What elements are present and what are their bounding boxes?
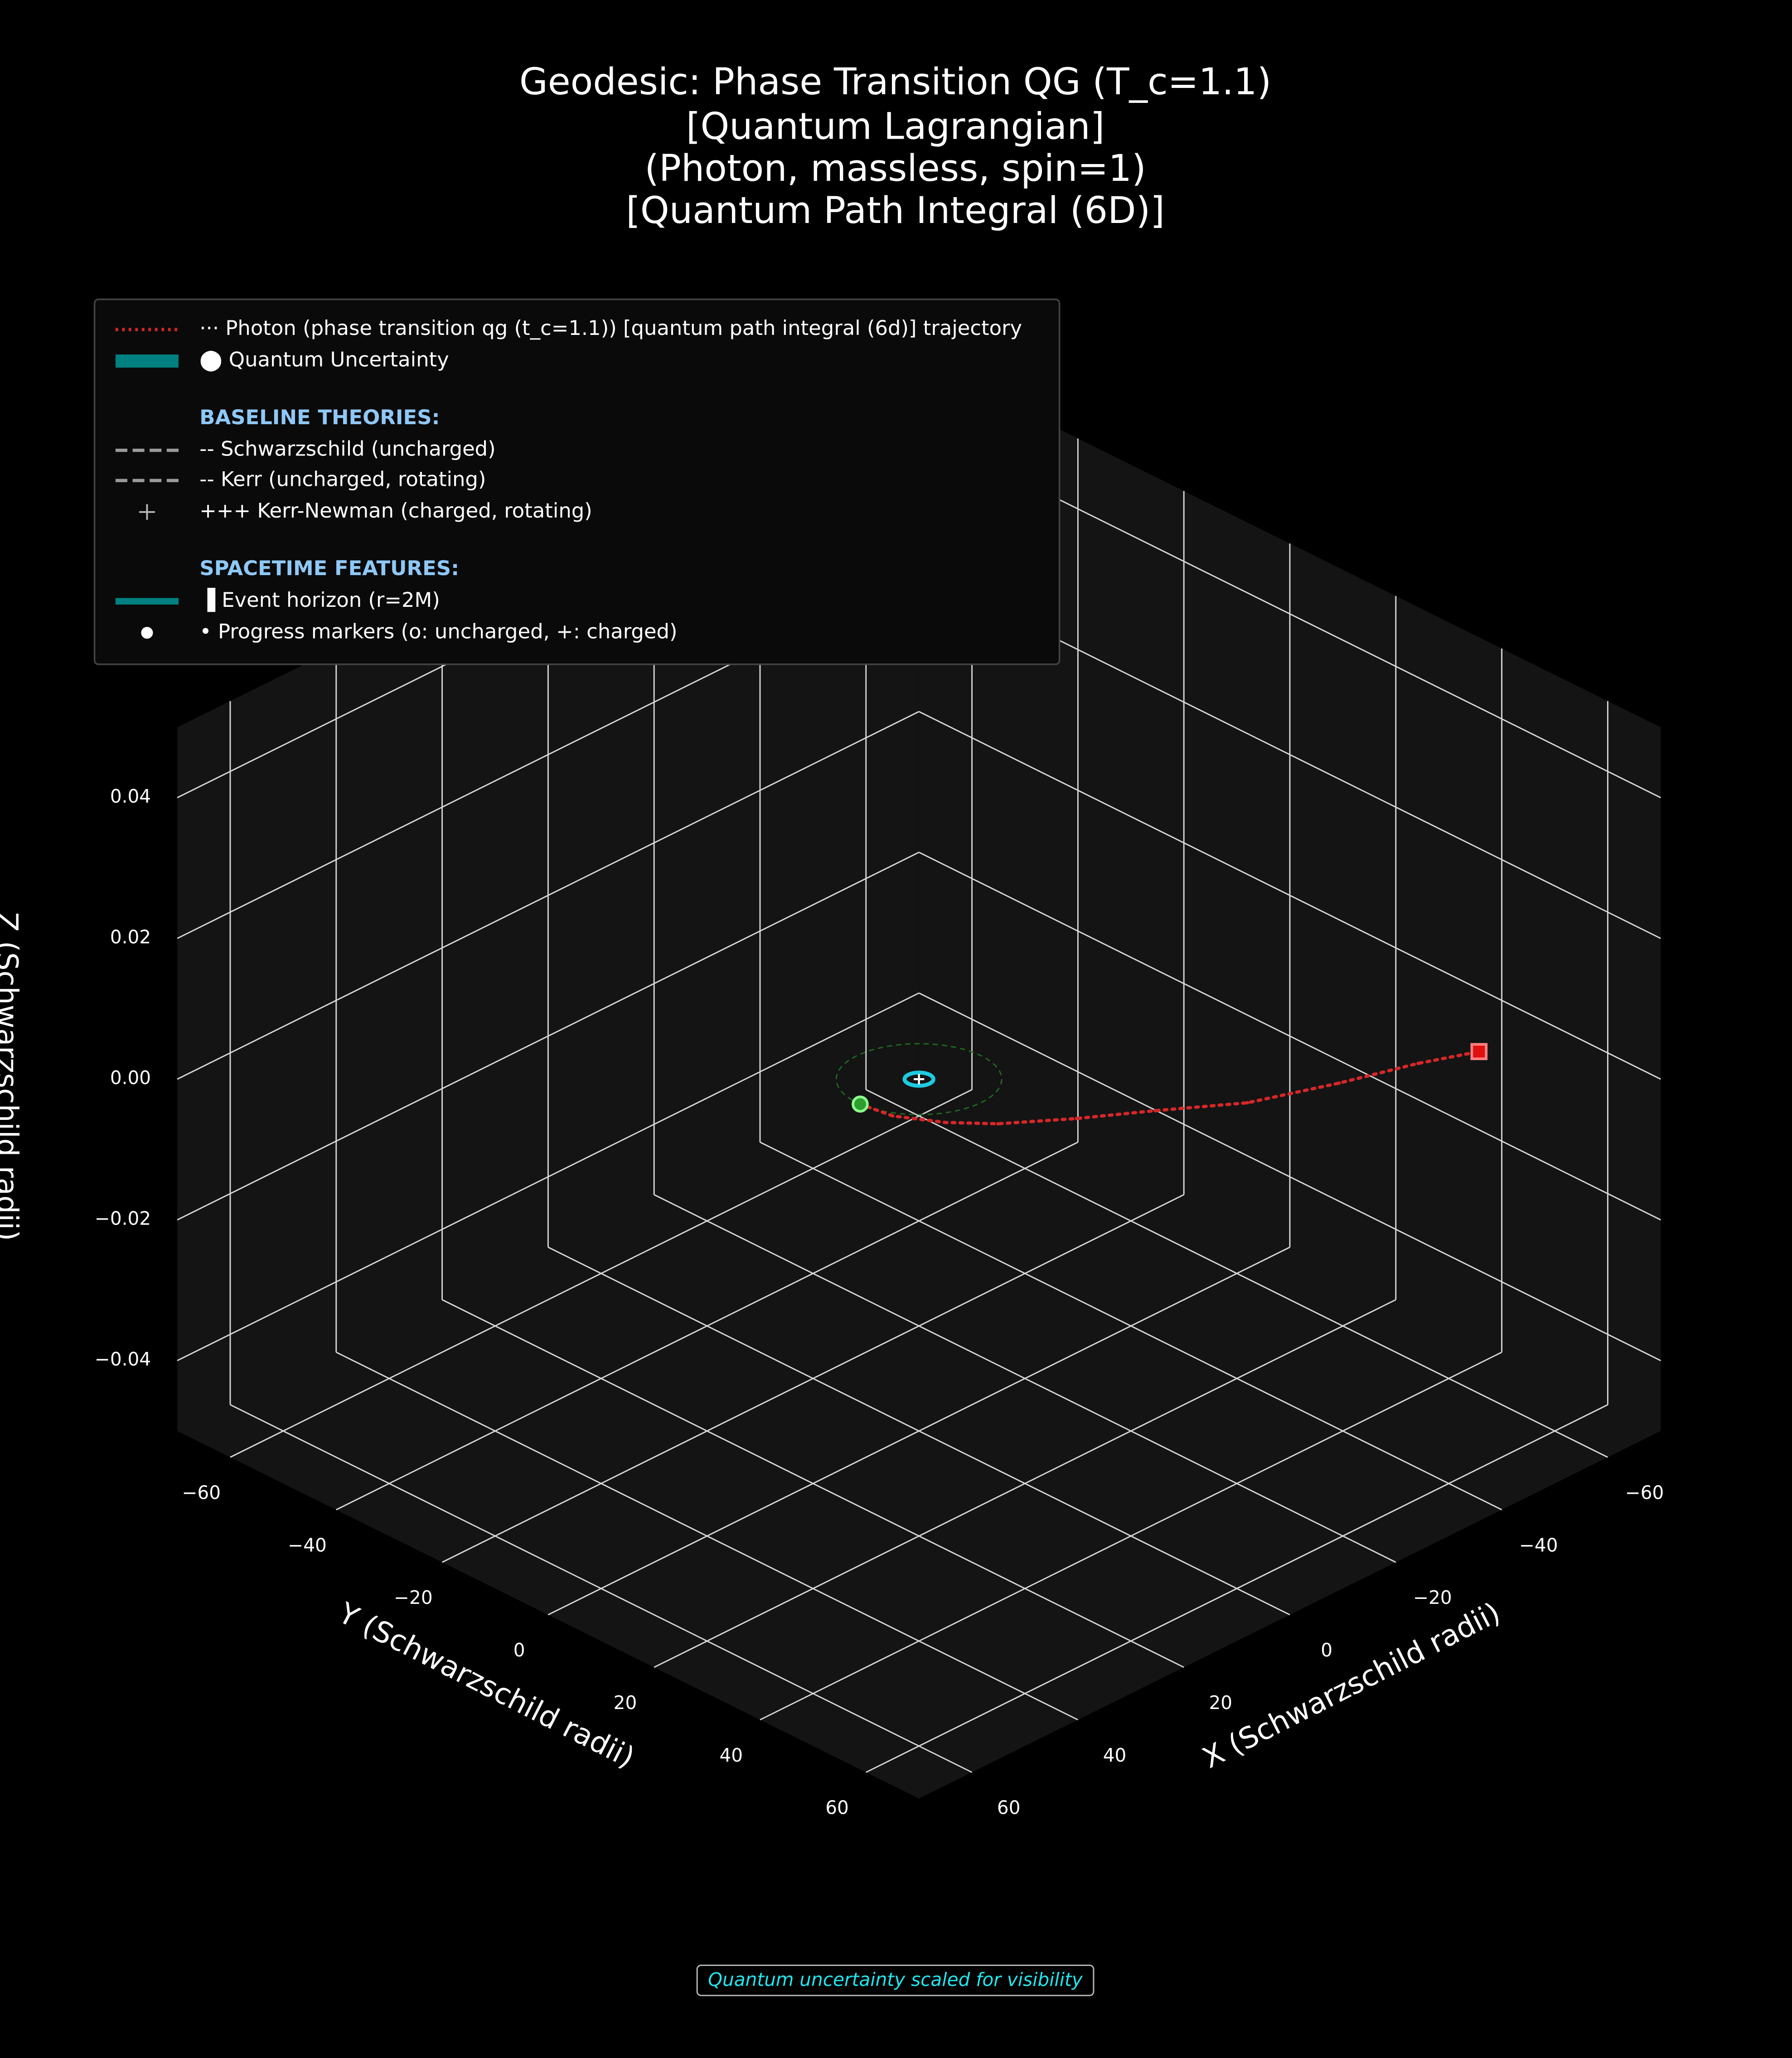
y-tick-label: 40 — [719, 1744, 743, 1766]
x-tick-label: 20 — [1209, 1692, 1233, 1714]
x-tick-label: −60 — [1625, 1482, 1664, 1504]
grid-line — [177, 852, 920, 1220]
z-axis-label: Z (Schwarzschild radii) — [0, 912, 24, 1241]
trajectory-point — [1337, 1081, 1341, 1085]
y-tick-label: −60 — [182, 1482, 221, 1504]
x-tick-label: −20 — [1413, 1587, 1452, 1608]
x-tick-label: −40 — [1519, 1534, 1558, 1556]
legend-section-header: SPACETIME FEATURES: — [199, 556, 459, 580]
legend-label: -- Kerr (uncharged, rotating) — [199, 467, 486, 491]
y-tick-label: 0 — [513, 1639, 525, 1661]
y-tick-label: 60 — [825, 1797, 849, 1819]
legend-handle — [139, 504, 155, 520]
trajectory-point — [996, 1122, 1000, 1126]
legend-label: ▐ Event horizon (r=2M) — [199, 587, 440, 612]
grid-line — [441, 1194, 1184, 1563]
legend-label: ⬤ Quantum Uncertainty — [199, 348, 449, 372]
legend-section-header: BASELINE THEORIES: — [199, 405, 440, 429]
x-tick-label: 60 — [997, 1797, 1021, 1819]
title-line: (Photon, massless, spin=1) — [644, 147, 1146, 190]
legend-label: • Progress markers (o: uncharged, +: cha… — [199, 619, 677, 643]
title-line: Geodesic: Phase Transition QG (T_c=1.1) — [519, 61, 1271, 103]
legend-box — [93, 298, 1061, 665]
x-tick-label: 40 — [1103, 1744, 1127, 1766]
event-horizon — [902, 1070, 935, 1088]
start-marker — [852, 1095, 869, 1113]
legend-label: +++ Kerr-Newman (charged, rotating) — [199, 499, 592, 523]
grid-line — [230, 1089, 973, 1458]
reference-orbit — [835, 1043, 1003, 1115]
legend: ··· Photon (phase transition qg (t_c=1.1… — [115, 316, 1022, 643]
z-tick-label: 0.04 — [110, 785, 151, 807]
z-tick-label: −0.02 — [95, 1208, 151, 1230]
trajectory-point — [1245, 1101, 1250, 1105]
end-marker — [1470, 1043, 1488, 1060]
y-tick-label: 20 — [614, 1692, 637, 1714]
marks — [852, 1043, 1488, 1126]
grid-line — [866, 1404, 1608, 1773]
y-tick-label: −40 — [288, 1534, 327, 1556]
legend-handle — [115, 354, 179, 368]
footnote-box — [696, 1964, 1095, 1996]
z-tick-label: −0.04 — [95, 1348, 151, 1370]
trajectory-point — [943, 1120, 947, 1124]
grid-line — [919, 992, 1661, 1361]
trajectory-point — [891, 1114, 895, 1118]
grid-line — [177, 992, 920, 1361]
legend-handle — [141, 627, 153, 639]
trajectory-point — [1416, 1061, 1420, 1065]
y-tick-label: −20 — [394, 1587, 433, 1608]
trajectory — [858, 1050, 1481, 1126]
grid-line — [760, 1351, 1502, 1721]
z-tick-label: 0.00 — [110, 1067, 151, 1089]
grid-line — [177, 711, 920, 1080]
title-line: [Quantum Lagrangian] — [686, 105, 1104, 148]
trajectory-point — [1075, 1117, 1079, 1120]
x-tick-label: 0 — [1321, 1639, 1332, 1661]
legend-label: -- Schwarzschild (uncharged) — [199, 437, 495, 461]
grid-line — [336, 1141, 1079, 1511]
grid-line — [919, 852, 1661, 1220]
title-line: [Quantum Path Integral (6D)] — [626, 189, 1165, 232]
center-marker — [914, 1074, 925, 1085]
grid-line — [547, 1246, 1290, 1616]
z-tick-label: 0.02 — [110, 926, 151, 948]
trajectory-point — [1153, 1109, 1157, 1113]
grid-line — [919, 711, 1661, 1080]
footnote: Quantum uncertainty scaled for visibilit… — [708, 1969, 1083, 1990]
legend-label: ··· Photon (phase transition qg (t_c=1.1… — [199, 316, 1022, 340]
grid-line — [654, 1299, 1396, 1668]
